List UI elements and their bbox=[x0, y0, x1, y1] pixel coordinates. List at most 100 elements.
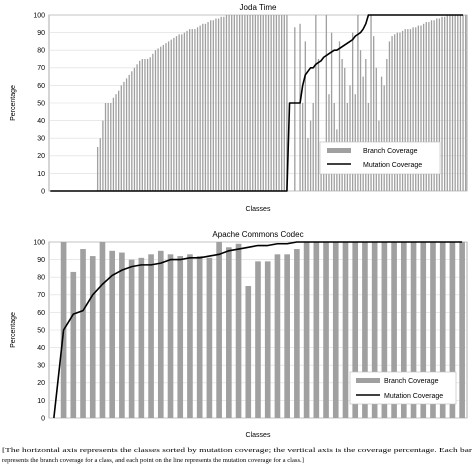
bar bbox=[375, 67, 377, 191]
legend-branch-label: Branch Coverage bbox=[384, 378, 439, 385]
bar bbox=[275, 15, 278, 191]
bar bbox=[233, 15, 235, 191]
bar bbox=[303, 242, 310, 418]
bar bbox=[436, 18, 438, 191]
y-tick-label: 30 bbox=[37, 136, 45, 143]
y-tick-label: 10 bbox=[37, 398, 45, 405]
legend-branch-swatch bbox=[327, 148, 351, 153]
bar bbox=[383, 85, 385, 191]
bar bbox=[154, 50, 157, 192]
bar bbox=[181, 34, 183, 191]
bar bbox=[162, 44, 165, 191]
bar bbox=[204, 23, 207, 191]
y-tick-label: 60 bbox=[37, 83, 45, 90]
bar bbox=[430, 20, 433, 192]
bar bbox=[349, 85, 351, 191]
bar bbox=[409, 29, 412, 191]
bar bbox=[246, 15, 249, 191]
bar bbox=[357, 15, 359, 191]
bar bbox=[425, 22, 427, 191]
legend-box bbox=[349, 371, 457, 405]
bar bbox=[420, 242, 427, 418]
bar bbox=[133, 67, 136, 191]
bar bbox=[422, 23, 425, 191]
bar bbox=[315, 15, 317, 191]
bar bbox=[99, 242, 106, 418]
legend: Branch Coverage Mutation Coverage bbox=[319, 141, 441, 175]
bar bbox=[396, 32, 398, 191]
legend-mutation-label: Mutation Coverage bbox=[384, 393, 443, 400]
bar bbox=[177, 256, 184, 418]
bar bbox=[323, 242, 329, 418]
y-tick-label: 90 bbox=[37, 30, 45, 37]
bar bbox=[438, 18, 441, 191]
bar bbox=[228, 15, 230, 191]
bar bbox=[294, 249, 300, 418]
bar bbox=[187, 254, 193, 418]
bar bbox=[344, 67, 346, 191]
bar bbox=[451, 15, 454, 191]
bar bbox=[433, 20, 435, 192]
bar bbox=[196, 256, 203, 418]
bar bbox=[449, 15, 451, 191]
bar bbox=[407, 29, 409, 191]
bar bbox=[99, 138, 101, 191]
x-axis-label: Classes bbox=[246, 206, 271, 213]
bar bbox=[199, 25, 201, 192]
x-axis-label: Classes bbox=[246, 432, 271, 439]
y-tick-label: 90 bbox=[37, 257, 45, 264]
bar bbox=[217, 18, 220, 191]
bar bbox=[462, 15, 464, 191]
bar bbox=[267, 15, 270, 191]
bar bbox=[428, 22, 430, 191]
bar bbox=[430, 242, 436, 418]
bar bbox=[284, 254, 290, 418]
bar bbox=[273, 15, 275, 191]
bar bbox=[391, 242, 397, 418]
bar bbox=[394, 34, 396, 191]
y-tick-label: 0 bbox=[41, 188, 45, 195]
y-tick-label: 80 bbox=[37, 48, 45, 55]
bar bbox=[457, 15, 459, 191]
bar bbox=[167, 254, 174, 418]
y-tick-label: 40 bbox=[37, 345, 45, 352]
bar bbox=[371, 242, 378, 418]
bar bbox=[391, 36, 393, 192]
bar bbox=[170, 39, 172, 191]
bar bbox=[449, 242, 456, 418]
bar bbox=[183, 32, 186, 191]
bar bbox=[373, 36, 375, 192]
bar bbox=[254, 15, 257, 191]
bar bbox=[104, 103, 107, 191]
bar bbox=[317, 59, 320, 191]
bar bbox=[415, 27, 417, 191]
y-tick-label: 40 bbox=[37, 118, 45, 125]
bar bbox=[175, 36, 178, 192]
mutation-coverage-line bbox=[53, 241, 463, 419]
bar bbox=[410, 242, 417, 418]
bar bbox=[313, 242, 320, 418]
bar bbox=[109, 250, 116, 418]
bar bbox=[173, 37, 175, 191]
bar bbox=[235, 243, 242, 418]
bar bbox=[359, 50, 362, 192]
bar bbox=[270, 15, 272, 191]
bar bbox=[128, 259, 135, 418]
bar bbox=[274, 254, 281, 418]
bar bbox=[307, 138, 309, 191]
y-tick-label: 70 bbox=[37, 65, 45, 72]
bar bbox=[141, 59, 143, 191]
bar bbox=[125, 78, 128, 191]
bar bbox=[381, 242, 388, 418]
bar-series bbox=[60, 242, 465, 418]
bar bbox=[241, 15, 243, 191]
bar bbox=[186, 30, 188, 192]
bar bbox=[362, 242, 368, 418]
bar bbox=[302, 103, 304, 191]
chart-joda-time: 0 10 20 30 40 50 60 70 80 90 100 Joda Time Classes… bbox=[10, 3, 468, 213]
bar bbox=[194, 29, 196, 191]
bar bbox=[80, 249, 86, 418]
bar bbox=[160, 46, 162, 192]
bar bbox=[128, 74, 130, 191]
bar bbox=[400, 242, 407, 418]
